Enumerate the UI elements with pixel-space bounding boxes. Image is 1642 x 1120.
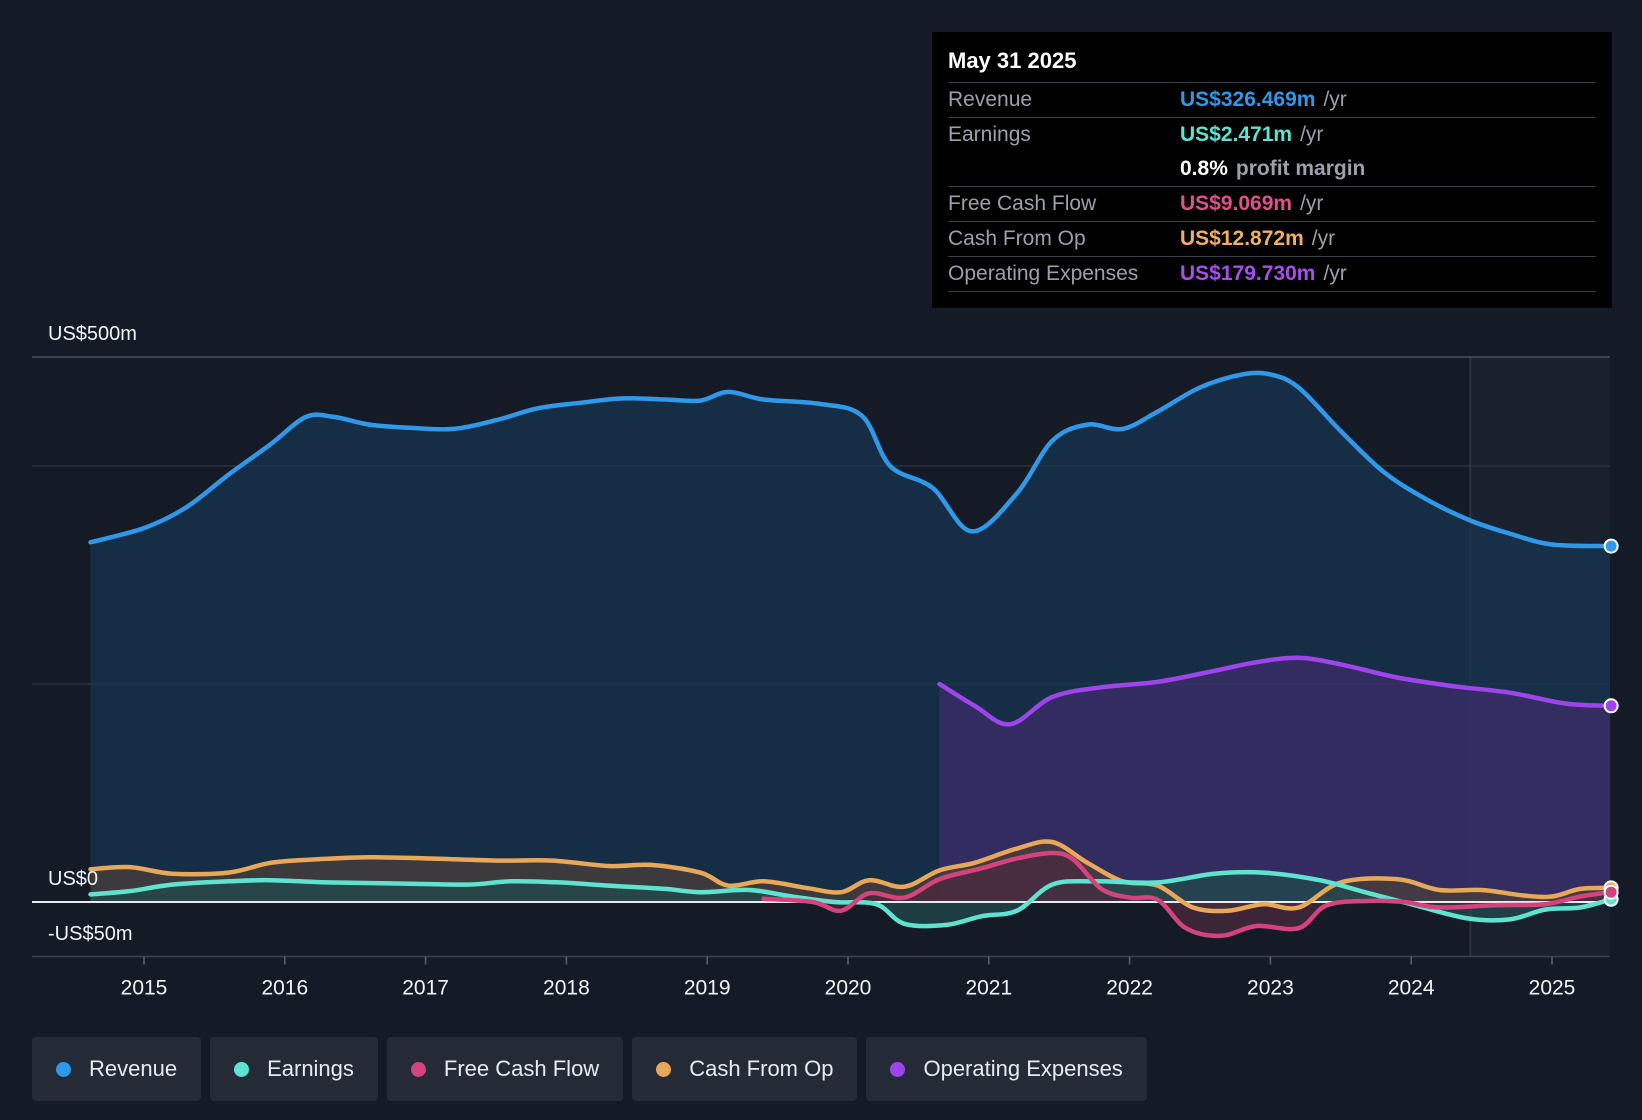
legend-item-earnings[interactable]: Earnings [210, 1037, 378, 1101]
x-tick-label: 2020 [825, 977, 872, 1000]
x-tick-label: 2017 [402, 977, 449, 1000]
free-cash-flow-endpoint [1603, 884, 1619, 900]
tooltip-row-opex: Operating Expenses US$179.730m /yr [948, 257, 1596, 292]
legend-item-operating-expenses[interactable]: Operating Expenses [866, 1037, 1147, 1101]
tooltip-value: 0.8% [1180, 157, 1228, 180]
tooltip-row-fcf: Free Cash Flow US$9.069m /yr [948, 187, 1596, 222]
tooltip-label: Cash From Op [948, 227, 1086, 250]
y-label-0: US$0 [48, 868, 98, 890]
legend-dot-icon [656, 1061, 672, 1077]
x-tick-label: 2015 [121, 977, 168, 1000]
legend: Revenue Earnings Free Cash Flow Cash Fro… [32, 1037, 1147, 1101]
series-endpoints [1603, 538, 1619, 907]
cash-from-op-line [88, 839, 1610, 914]
tooltip-label: Free Cash Flow [948, 192, 1097, 215]
legend-item-revenue[interactable]: Revenue [32, 1037, 202, 1101]
free-cash-flow-line [761, 850, 1610, 939]
x-tick-label: 2023 [1247, 977, 1294, 1000]
x-tick-label: 2019 [684, 977, 731, 1000]
free-cash-flow-area [763, 852, 1610, 936]
tooltip-unit: /yr [1300, 192, 1324, 215]
legend-label: Operating Expenses [923, 1056, 1123, 1081]
tooltip-row-margin: 0.8% profit margin [948, 152, 1596, 187]
tooltip-unit: profit margin [1235, 157, 1366, 180]
legend-label: Cash From Op [689, 1056, 834, 1081]
tooltip-value: US$9.069m [1180, 192, 1293, 215]
tooltip-row-revenue: Revenue US$326.469m /yr [948, 83, 1596, 118]
legend-dot-icon [234, 1061, 250, 1077]
legend-item-cash-from-op[interactable]: Cash From Op [632, 1037, 858, 1101]
tooltip-unit: /yr [1323, 262, 1347, 285]
y-label-500m: US$500m [48, 323, 137, 345]
earnings-line [88, 869, 1610, 929]
x-tick-label: 2025 [1529, 977, 1576, 1000]
legend-dot-icon [410, 1061, 426, 1077]
tooltip-unit: /yr [1323, 88, 1347, 111]
tooltip-row-earnings: Earnings US$2.471m /yr [948, 118, 1596, 152]
x-tick-label: 2018 [543, 977, 590, 1000]
legend-item-free-cash-flow[interactable]: Free Cash Flow [386, 1037, 624, 1101]
tooltip-value: US$12.872m [1180, 227, 1304, 250]
series-fills [90, 372, 1610, 936]
tooltip-label: Revenue [948, 88, 1033, 111]
legend-dot-icon [56, 1061, 71, 1077]
tooltip-value: US$2.471m [1180, 123, 1293, 146]
tooltip-unit: /yr [1300, 123, 1324, 146]
tooltip-date: May 31 2025 [948, 46, 1596, 83]
operating-expenses-line [937, 655, 1610, 727]
x-tick-label: 2024 [1388, 977, 1435, 1000]
revenue-endpoint [1603, 538, 1619, 554]
x-tick-label: 2022 [1106, 977, 1153, 1000]
x-tick-label: 2016 [261, 977, 308, 1000]
data-tooltip: May 31 2025 Revenue US$326.469m /yr Earn… [932, 32, 1612, 308]
tooltip-label: Earnings [948, 123, 1031, 146]
legend-label: Free Cash Flow [443, 1056, 600, 1081]
y-label-neg50m: -US$50m [48, 923, 132, 945]
operating-expenses-area [939, 657, 1610, 902]
tooltip-value: US$326.469m [1180, 88, 1316, 111]
tooltip-label: Operating Expenses [948, 262, 1139, 285]
series-lines [88, 370, 1610, 939]
legend-label: Revenue [89, 1056, 178, 1081]
revenue-line [88, 370, 1610, 549]
tooltip-value: US$179.730m [1180, 262, 1316, 285]
tooltip-unit: /yr [1311, 227, 1336, 250]
legend-label: Earnings [267, 1056, 354, 1081]
tooltip-row-cfo: Cash From Op US$12.872m /yr [948, 222, 1596, 257]
operating-expenses-endpoint [1603, 698, 1619, 714]
x-tick-label: 2021 [965, 977, 1012, 1000]
legend-dot-icon [890, 1061, 906, 1077]
x-axis-ticks: 2015 2016 2017 2018 2019 2020 2021 2022 2023 2024… [121, 956, 1576, 1000]
